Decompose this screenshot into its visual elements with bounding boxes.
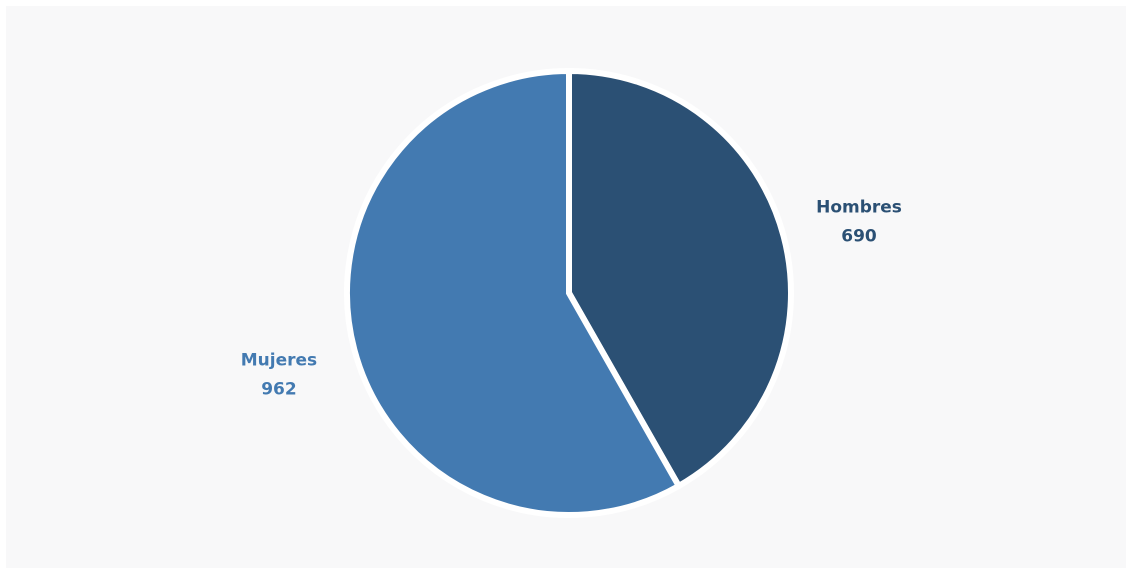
pie-slice-hombres — [566, 67, 794, 491]
slice-label-hombres: Hombres 690 — [816, 197, 902, 246]
pie-labels: Hombres 690 Mujeres 962 — [241, 197, 902, 399]
slice-value: 962 — [261, 380, 297, 400]
pie-slices — [344, 67, 794, 518]
chart-panel: Hombres 690 Mujeres 962 — [6, 6, 1126, 568]
slice-value: 690 — [841, 226, 877, 246]
pie-chart: Hombres 690 Mujeres 962 — [241, 67, 902, 518]
slice-label-mujeres: Mujeres 962 — [241, 351, 317, 400]
slice-name: Hombres — [816, 197, 902, 217]
slice-name: Mujeres — [241, 351, 317, 371]
pie-slice-mujeres — [344, 67, 683, 518]
